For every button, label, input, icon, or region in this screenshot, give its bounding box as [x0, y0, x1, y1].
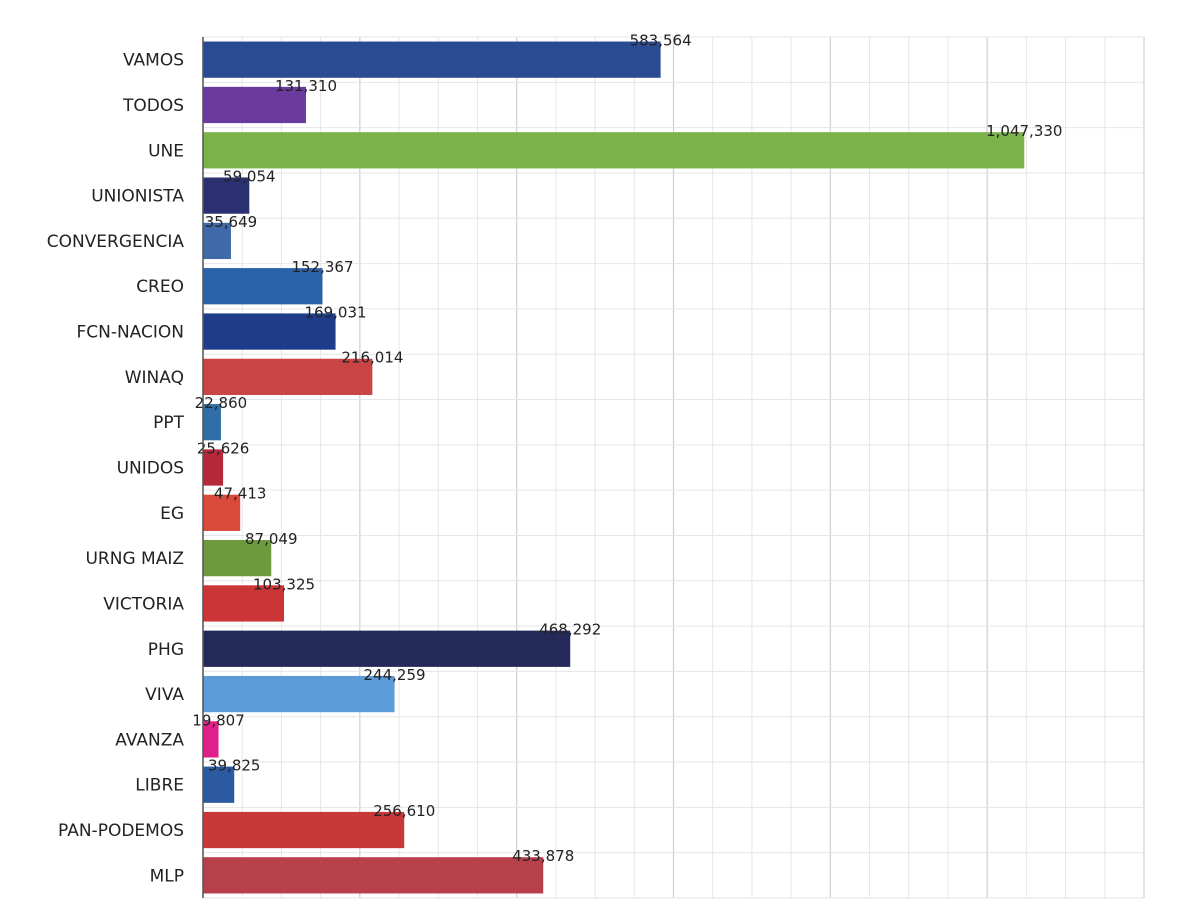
- bar-ppt: [203, 404, 221, 441]
- bar-victoria: [203, 585, 285, 622]
- value-label: 87,049: [245, 530, 298, 548]
- value-label: 39,825: [208, 757, 261, 775]
- category-label: AVANZA: [115, 730, 184, 750]
- bar-winaq: [203, 358, 373, 395]
- bar-phg: [203, 630, 571, 667]
- category-labels: VAMOS TODOS UNE UNIONISTA CONVERGENCIA CREO FC…: [47, 51, 185, 887]
- value-label: 131,310: [275, 77, 337, 95]
- category-label: UNIDOS: [117, 459, 184, 479]
- bar-libre: [203, 766, 235, 803]
- value-label: 35,649: [205, 213, 258, 231]
- category-label: URNG MAIZ: [85, 549, 184, 569]
- category-label: PHG: [148, 640, 184, 660]
- bars: [203, 41, 1025, 894]
- category-label: PPT: [153, 413, 185, 433]
- bar-unidos: [203, 449, 224, 486]
- category-label: FCN-NACION: [76, 323, 184, 343]
- bar-fcn-nacion: [203, 313, 336, 350]
- bar-convergencia: [203, 222, 231, 260]
- value-label: 22,860: [195, 394, 248, 412]
- bar-viva: [203, 675, 395, 713]
- category-label: EG: [160, 504, 184, 524]
- value-label: 433,878: [512, 847, 574, 865]
- category-label: VICTORIA: [103, 594, 184, 614]
- category-label: PAN-PODEMOS: [58, 821, 184, 841]
- bar-unionista: [203, 177, 250, 214]
- bar-eg: [203, 494, 241, 531]
- bar-mlp: [203, 857, 544, 894]
- category-label: LIBRE: [135, 776, 184, 796]
- value-label: 1,047,330: [986, 122, 1062, 140]
- value-label: 19,807: [192, 711, 245, 729]
- category-label: TODOS: [122, 96, 184, 116]
- category-label: UNE: [148, 141, 184, 161]
- category-label: CONVERGENCIA: [47, 232, 185, 252]
- category-label: UNIONISTA: [91, 187, 184, 207]
- category-label: WINAQ: [125, 368, 184, 388]
- category-label: VIVA: [145, 685, 184, 705]
- bar-avanza: [203, 721, 219, 758]
- value-labels: 583,564 131,310 1,047,330 59,054 35,649 152,3…: [192, 32, 1062, 866]
- value-label: 103,325: [253, 575, 315, 593]
- value-label: 152,367: [291, 258, 353, 276]
- category-label: CREO: [136, 277, 184, 297]
- bar-une: [203, 132, 1025, 169]
- bar-pan-podemos: [203, 811, 405, 849]
- value-label: 256,610: [373, 802, 435, 820]
- value-label: 468,292: [539, 621, 601, 639]
- bar-creo: [203, 268, 323, 305]
- value-label: 583,564: [630, 32, 692, 50]
- grid: [202, 36, 1145, 899]
- bar-urng-maiz: [203, 540, 272, 577]
- bar-vamos: [203, 41, 661, 78]
- value-label: 59,054: [223, 167, 276, 185]
- value-label: 244,259: [364, 666, 426, 684]
- value-label: 25,626: [197, 439, 250, 457]
- value-label: 47,413: [214, 485, 267, 503]
- category-label: VAMOS: [123, 51, 184, 71]
- bar-todos: [203, 86, 306, 124]
- value-label: 169,031: [305, 303, 367, 321]
- category-label: MLP: [150, 866, 184, 886]
- value-label: 216,014: [341, 349, 403, 367]
